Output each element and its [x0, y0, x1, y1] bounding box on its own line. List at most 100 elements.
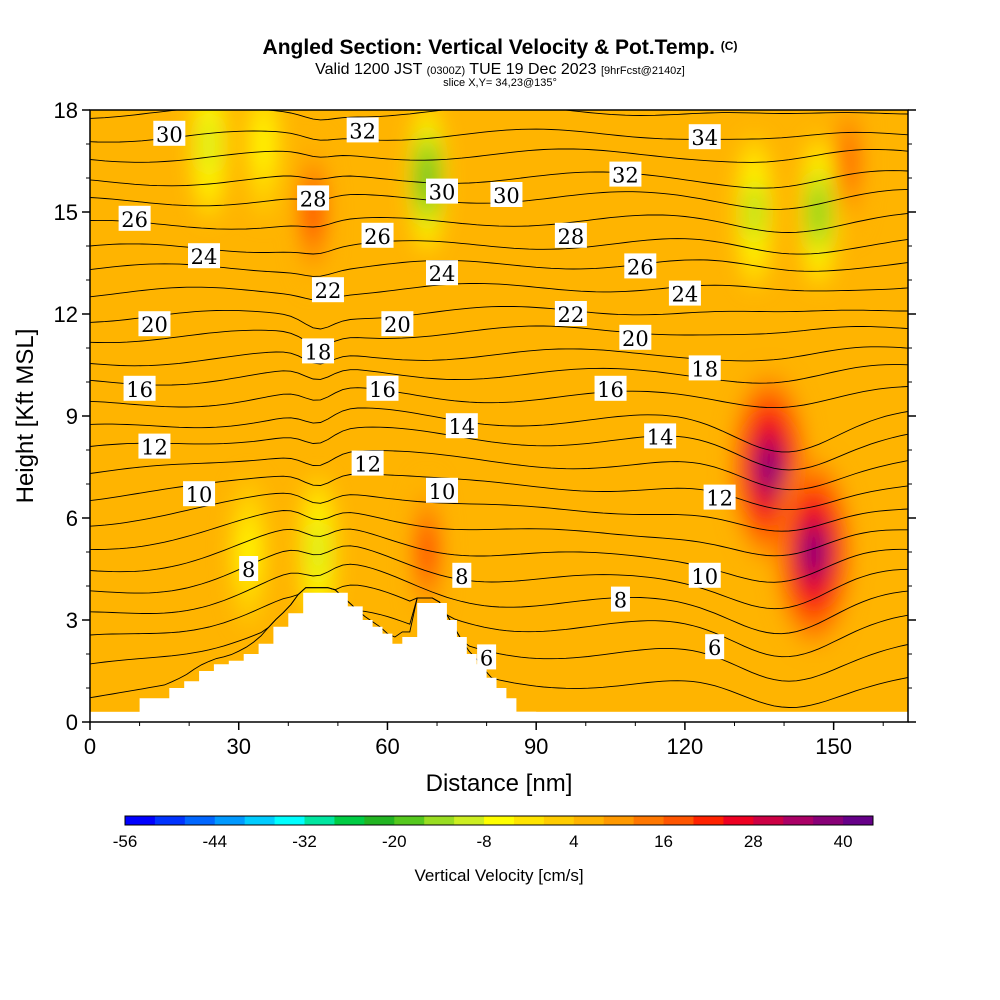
field-level — [200, 114, 218, 174]
contour-label-bg — [302, 338, 335, 364]
field-level — [811, 188, 827, 236]
x-tick-label: 0 — [84, 734, 96, 759]
colorbar-swatch — [543, 816, 575, 825]
contour-label-bg — [668, 280, 701, 306]
x-axis: 0 30 60 90 120 150 — [84, 722, 884, 759]
colorbar-swatch — [304, 816, 335, 825]
field-feature — [800, 136, 837, 288]
colorbar-frame — [124, 815, 874, 826]
contour-label: 14 — [445, 413, 478, 439]
contour-label: 10 — [425, 477, 458, 504]
field-feature — [245, 110, 282, 220]
isentrope-line — [90, 563, 908, 635]
contour-label: 6 — [477, 644, 497, 670]
contour-label-text: 24 — [429, 262, 456, 286]
contour-label: 12 — [351, 450, 384, 477]
field-feature — [230, 476, 267, 628]
contour-label-text: 10 — [186, 483, 213, 507]
contour-label: 16 — [594, 375, 627, 402]
contour-label-bg — [452, 562, 472, 588]
colorbar-tick-label: -44 — [202, 832, 227, 851]
contour-label-bg — [705, 634, 725, 660]
contour-label: 26 — [361, 222, 394, 249]
contour-label: 12 — [703, 484, 736, 511]
contour-label-text: 8 — [242, 558, 255, 582]
contour-label: 24 — [188, 243, 221, 269]
contour-label: 20 — [619, 324, 652, 351]
y-tick-label: 12 — [54, 302, 78, 327]
contour-label-bg — [188, 243, 221, 269]
contour-label-text: 30 — [156, 123, 183, 147]
contour-label-text: 14 — [647, 425, 674, 449]
contour-label-bg — [311, 277, 344, 303]
isentrope-line — [90, 283, 908, 301]
contour-label-bg — [351, 450, 384, 476]
contour-label: 32 — [346, 117, 379, 143]
contour-label-bg — [425, 260, 458, 286]
contour-label: 24 — [668, 280, 701, 307]
colorbar-swatch — [394, 816, 425, 825]
isentrope-line — [90, 170, 908, 189]
velocity-field — [90, 110, 908, 722]
contour-label-bg — [610, 586, 630, 612]
isentrope-line — [90, 148, 908, 163]
y-axis-label: Height [Kft MSL] — [12, 329, 39, 504]
colorbar-swatch — [274, 816, 306, 825]
contour-label-text: 32 — [349, 119, 376, 143]
contour-label-text: 12 — [141, 436, 168, 460]
isentrope-line — [90, 545, 908, 610]
isentrope-line — [90, 510, 908, 557]
contour-label-text: 26 — [121, 208, 148, 232]
x-tick-label: 30 — [226, 734, 250, 759]
contour-label: 8 — [452, 562, 472, 589]
field-feature — [832, 110, 865, 237]
isentrope-line — [90, 587, 908, 708]
contour-label-text: 12 — [706, 487, 733, 511]
contour-label-text: 6 — [708, 636, 721, 660]
contour-label-text: 16 — [597, 378, 624, 402]
contour-label: 16 — [366, 375, 399, 402]
colorbar-swatch — [603, 816, 635, 825]
contour-label-text: 6 — [480, 646, 493, 670]
contour-label-bg — [239, 556, 259, 581]
field-feature — [411, 476, 444, 628]
contour-labels: 30 32 34 28 30 30 32 26 26 28 24 24 26 22 24 20 20 22 20 18… — [118, 117, 736, 670]
contour-label: 18 — [302, 338, 335, 364]
contour-label-text: 16 — [369, 378, 396, 402]
contour-label-bg — [366, 375, 399, 401]
valid-date: TUE 19 Dec 2023 — [469, 61, 597, 78]
contour-label-text: 18 — [305, 340, 332, 364]
chart-title: Angled Section: Vertical Velocity & Pot.… — [0, 36, 1000, 60]
colorbar-swatch — [125, 816, 156, 825]
contour-label: 18 — [688, 355, 721, 381]
contour-label-bg — [609, 161, 642, 187]
x-tick-label: 60 — [375, 734, 399, 759]
contour-label-bg — [644, 423, 677, 449]
contour-label-text: 22 — [315, 279, 342, 303]
isentrope-line — [90, 346, 908, 367]
colorbar-swatch — [573, 816, 605, 825]
chart-subtitle: Valid 1200 JST (0300Z) TUE 19 Dec 2023 [… — [0, 61, 1000, 79]
isentrope-line — [90, 426, 908, 471]
contour-label-bg — [138, 311, 171, 337]
contour-label-text: 14 — [448, 415, 475, 439]
contour-label-text: 8 — [614, 589, 627, 613]
contour-label-bg — [297, 185, 330, 211]
isentrope-line — [90, 584, 908, 658]
colorbar: -56 -44 -32 -20 -8 4 16 28 40 — [113, 815, 874, 851]
contour-label: 20 — [381, 311, 414, 337]
colorbar-tick-label: 28 — [744, 832, 763, 851]
contour-label-bg — [594, 375, 627, 401]
colorbar-swatch — [334, 816, 365, 825]
contour-label-bg — [477, 644, 497, 670]
chart-title-text: Angled Section: Vertical Velocity & Pot.… — [262, 36, 715, 59]
contour-label-text: 20 — [384, 313, 411, 337]
isentrope-line — [90, 128, 908, 143]
contour-label: 30 — [490, 182, 523, 208]
contour-label-text: 26 — [627, 255, 654, 279]
colorbar-tick-label: -8 — [476, 832, 491, 851]
isentrope-line — [90, 473, 908, 511]
isentrope-line — [90, 587, 908, 682]
contour-label-text: 30 — [429, 181, 456, 205]
